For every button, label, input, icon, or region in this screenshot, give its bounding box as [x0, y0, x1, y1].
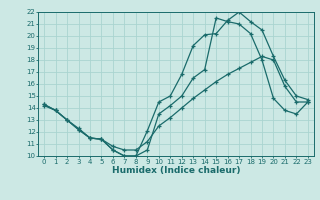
X-axis label: Humidex (Indice chaleur): Humidex (Indice chaleur): [112, 166, 240, 175]
